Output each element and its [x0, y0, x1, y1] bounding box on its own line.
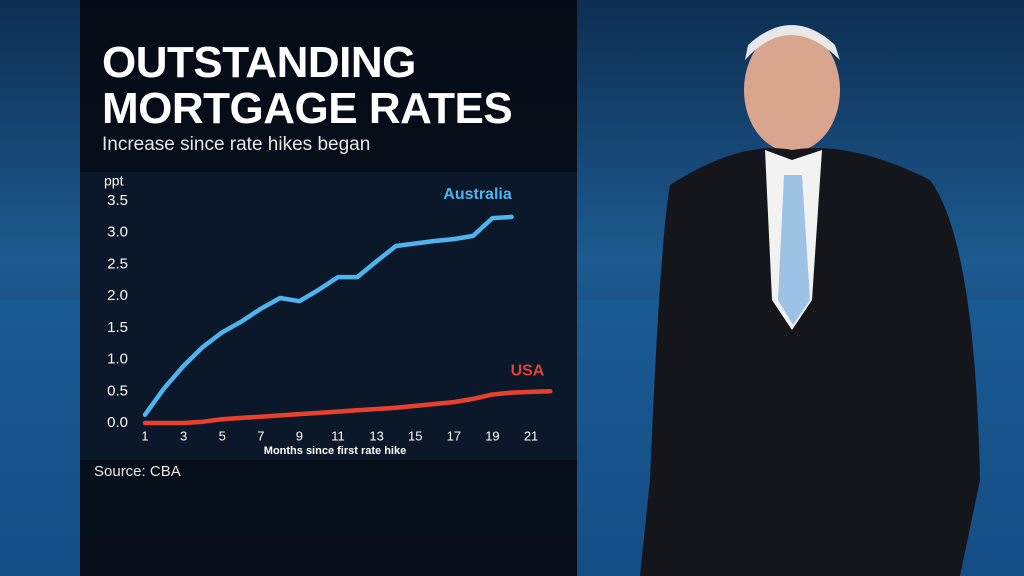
presenter-suit — [640, 148, 980, 576]
chart-subtitle: Increase since rate hikes began — [102, 134, 371, 155]
series-line — [142, 389, 553, 426]
presenter-hair — [745, 25, 840, 60]
x-tick-label: 5 — [219, 428, 226, 443]
y-tick-label: 1.0 — [107, 351, 128, 368]
x-axis-label: Months since first rate hike — [264, 445, 406, 457]
x-tick-label: 11 — [331, 428, 345, 443]
x-tick-label: 9 — [296, 428, 303, 443]
x-tick-label: 17 — [447, 428, 461, 443]
source-note: Source: CBA — [94, 463, 181, 480]
presenter-head — [744, 28, 840, 152]
x-tick-label: 13 — [369, 428, 383, 443]
y-tick-label: 3.5 — [107, 192, 128, 209]
x-tick-label: 7 — [257, 428, 264, 443]
y-tick-label: 2.0 — [107, 287, 128, 304]
y-tick-label: 1.5 — [107, 319, 128, 336]
series-label: USA — [511, 363, 545, 380]
x-tick-label: 19 — [485, 428, 499, 443]
series-label: Australia — [443, 186, 512, 203]
presenter-tie — [778, 175, 810, 325]
x-tick-label: 3 — [180, 428, 187, 443]
plot-panel — [80, 172, 577, 460]
y-tick-label: 3.0 — [107, 224, 128, 241]
x-tick-label: 1 — [141, 428, 148, 443]
chart-title: OUTSTANDING MORTGAGE RATES — [102, 38, 513, 133]
y-tick-label: 0.0 — [107, 414, 128, 431]
y-axis-label: ppt — [104, 173, 124, 189]
y-tick-label: 0.5 — [107, 382, 128, 399]
x-tick-label: 21 — [524, 428, 538, 443]
x-tick-label: 15 — [408, 428, 422, 443]
series-line — [142, 214, 514, 418]
y-tick-label: 2.5 — [107, 255, 128, 272]
